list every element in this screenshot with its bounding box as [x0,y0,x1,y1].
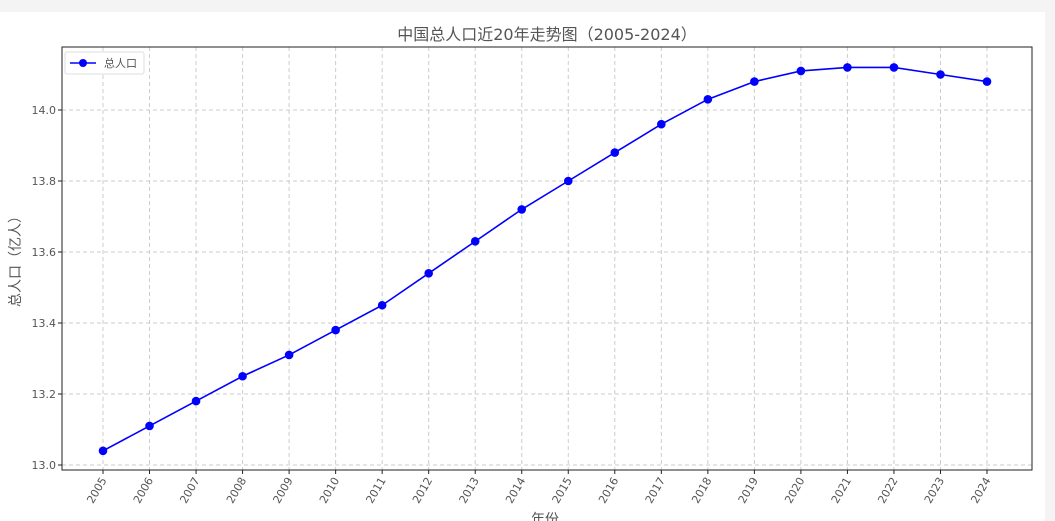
x-tick-label: 2017 [643,475,668,506]
x-tick-label: 2020 [782,475,807,506]
x-tick-label: 2005 [84,475,109,506]
x-tick-label: 2019 [736,475,761,506]
x-tick-label: 2016 [596,475,621,506]
x-tick-label: 2024 [968,475,993,506]
x-tick-label: 2013 [457,475,482,506]
plot-frame [61,46,1033,471]
y-tick-label: 13.0 [32,459,57,472]
ticks: 2005 2006 2007 2008 2009 2010 2011 2012 2013 2014… [32,104,994,506]
y-axis-label: 总人口（亿人） [8,209,24,307]
data-point [191,396,201,406]
y-tick-label: 13.2 [32,388,57,401]
data-point [936,70,945,79]
x-tick-label: 2015 [550,475,575,506]
line-chart: 中国总人口近20年走势图（2005-2024） 年份 总人口（亿人） 2005 2… [8,25,1033,521]
x-tick-label: 2012 [410,475,435,506]
data-point [238,371,247,381]
data-point [889,63,899,72]
x-tick-label: 2014 [503,475,528,506]
data-point [424,269,433,278]
x-tick-label: 2023 [922,475,947,506]
legend-box [64,51,145,75]
x-axis-label: 年份 [531,512,559,521]
x-tick-label: 2010 [317,475,342,506]
data-point [657,119,666,129]
x-tick-label: 2007 [177,475,202,506]
x-tick-label: 2021 [829,475,854,506]
legend-label: 总人口 [104,56,137,70]
data-point [331,325,340,335]
x-tick-label: 2018 [689,475,714,506]
x-tick-label: 2011 [363,475,388,506]
x-tick-label: 2009 [270,475,295,506]
data-point [470,237,480,246]
chart-title: 中国总人口近20年走势图（2005-2024） [397,25,697,44]
legend-marker [79,59,87,67]
y-tick-label: 13.4 [32,317,57,330]
data-point [145,421,154,431]
data-point [98,446,108,456]
data-point [517,205,527,214]
legend: 总人口 [64,51,145,75]
data-point [563,176,573,186]
x-tick-label: 2006 [131,475,156,506]
data-point [982,77,992,86]
data-point [377,300,387,310]
data-point [703,95,713,104]
data-point [610,148,620,157]
series-line [102,66,988,452]
y-tick-label: 13.6 [32,246,57,259]
y-tick-label: 14.0 [32,104,57,117]
series [98,63,992,456]
data-point [796,66,806,76]
grid [62,47,1032,470]
x-tick-label: 2008 [224,475,249,506]
data-point [284,350,294,360]
data-point [843,63,852,72]
y-tick-label: 13.8 [32,175,57,188]
x-tick-label: 2022 [875,475,900,506]
figure: 中国总人口近20年走势图（2005-2024） 年份 总人口（亿人） 2005 2… [0,12,1045,521]
data-point [750,77,759,86]
